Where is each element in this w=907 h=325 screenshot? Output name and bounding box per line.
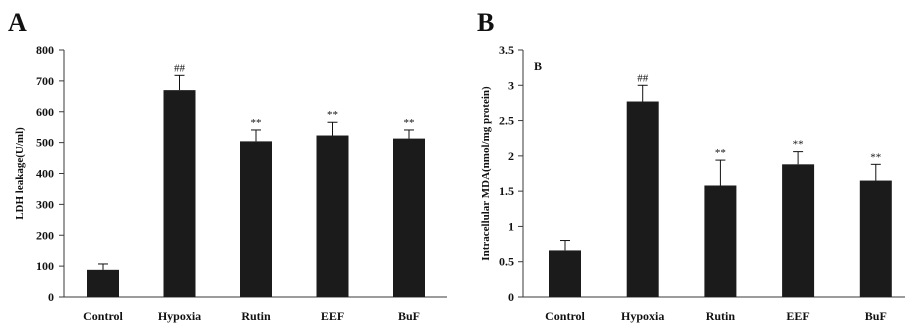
y-tick-label: 0 [508, 290, 514, 304]
y-axis-label: Intracellular MDA(nmol/mg protein) [480, 86, 492, 261]
chart-panel-b: B B 0 0.5 1 1.5 2 2.5 3 3.5 Intracellular MDA(nmol… [477, 8, 905, 323]
bar-rutin [240, 141, 272, 297]
bar-buf [393, 138, 425, 297]
bar-hypoxia [626, 101, 659, 297]
significance-label-rutin: ** [251, 117, 262, 129]
y-tick-label: 200 [36, 228, 54, 242]
panel-label: B [477, 8, 494, 37]
y-tick-label: 2.5 [499, 114, 514, 128]
x-category-label-control: Control [83, 309, 123, 323]
significance-label-hypoxia: ## [174, 62, 186, 74]
y-tick-label: 0 [48, 290, 54, 304]
y-tick-label: 800 [36, 43, 54, 57]
x-category-label-control: Control [545, 309, 585, 323]
bar-control [549, 250, 581, 297]
y-tick-label: 2 [508, 149, 514, 163]
y-tick-label: 600 [36, 105, 54, 119]
bar-eef [316, 135, 349, 297]
significance-label-buf: ** [404, 117, 415, 129]
x-category-label-buf: BuF [398, 309, 420, 323]
bar-buf [859, 180, 892, 297]
panel-label: A [8, 8, 27, 37]
x-category-label-hypoxia: Hypoxia [158, 309, 201, 323]
y-tick-label: 100 [36, 259, 54, 273]
significance-label-rutin: ** [715, 147, 726, 159]
significance-label-eef: ** [327, 109, 338, 121]
y-tick-label: 1.5 [499, 184, 514, 198]
y-tick-label: 300 [36, 197, 54, 211]
y-tick-label: 3.5 [499, 43, 514, 57]
y-axis-label: LDH leakage(U/ml) [14, 127, 26, 220]
y-tick-label: 700 [36, 74, 54, 88]
bar-eef [782, 164, 815, 297]
significance-label-eef: ** [793, 139, 804, 151]
y-tick-label: 500 [36, 136, 54, 150]
x-category-label-eef: EEF [786, 309, 809, 323]
x-category-label-rutin: Rutin [241, 309, 271, 323]
y-tick-label: 1 [508, 219, 514, 233]
inner-panel-label: B [534, 59, 542, 73]
x-category-label-eef: EEF [321, 309, 344, 323]
chart-panel-a: A 0 100 200 300 400 500 600 700 800 LDH leakage(U/… [8, 8, 447, 323]
x-category-label-rutin: Rutin [706, 309, 736, 323]
bar-control [87, 269, 119, 297]
x-category-label-hypoxia: Hypoxia [621, 309, 664, 323]
significance-label-hypoxia: ## [637, 72, 649, 84]
bar-rutin [704, 185, 737, 297]
y-tick-label: 3 [508, 78, 514, 92]
y-tick-label: 0.5 [499, 255, 514, 269]
y-tick-label: 400 [36, 167, 54, 181]
bar-hypoxia [163, 90, 196, 297]
x-category-label-buf: BuF [865, 309, 887, 323]
significance-label-buf: ** [870, 151, 881, 163]
